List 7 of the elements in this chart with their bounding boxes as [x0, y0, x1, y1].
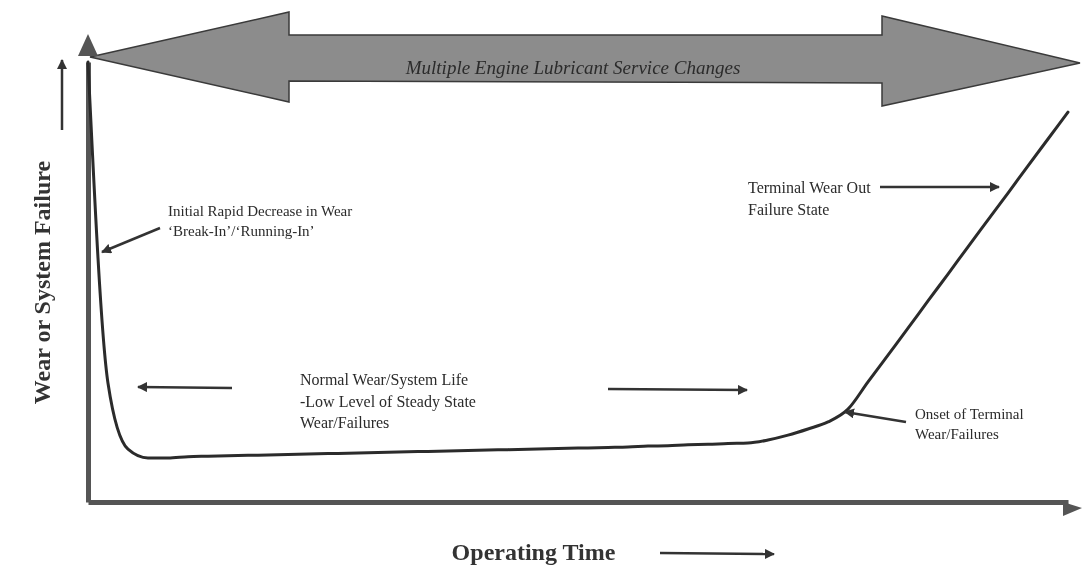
annotation: Initial Rapid Decrease in Wear ‘Break-In’/‘Running-In’ [168, 203, 353, 240]
y-axis-title: Wear or System Failure [28, 160, 55, 405]
annotation: Onset of Terminal Wear/Failures [915, 406, 1024, 443]
x-axis-title: Operating Time [451, 538, 616, 565]
annotation: Terminal Wear Out Failure State [748, 179, 872, 218]
annotation: Normal Wear/System Life -Low Level of Steady State Wear/Failures [300, 371, 476, 432]
annotation: Multiple Engine Lubricant Service Changes [404, 57, 741, 78]
